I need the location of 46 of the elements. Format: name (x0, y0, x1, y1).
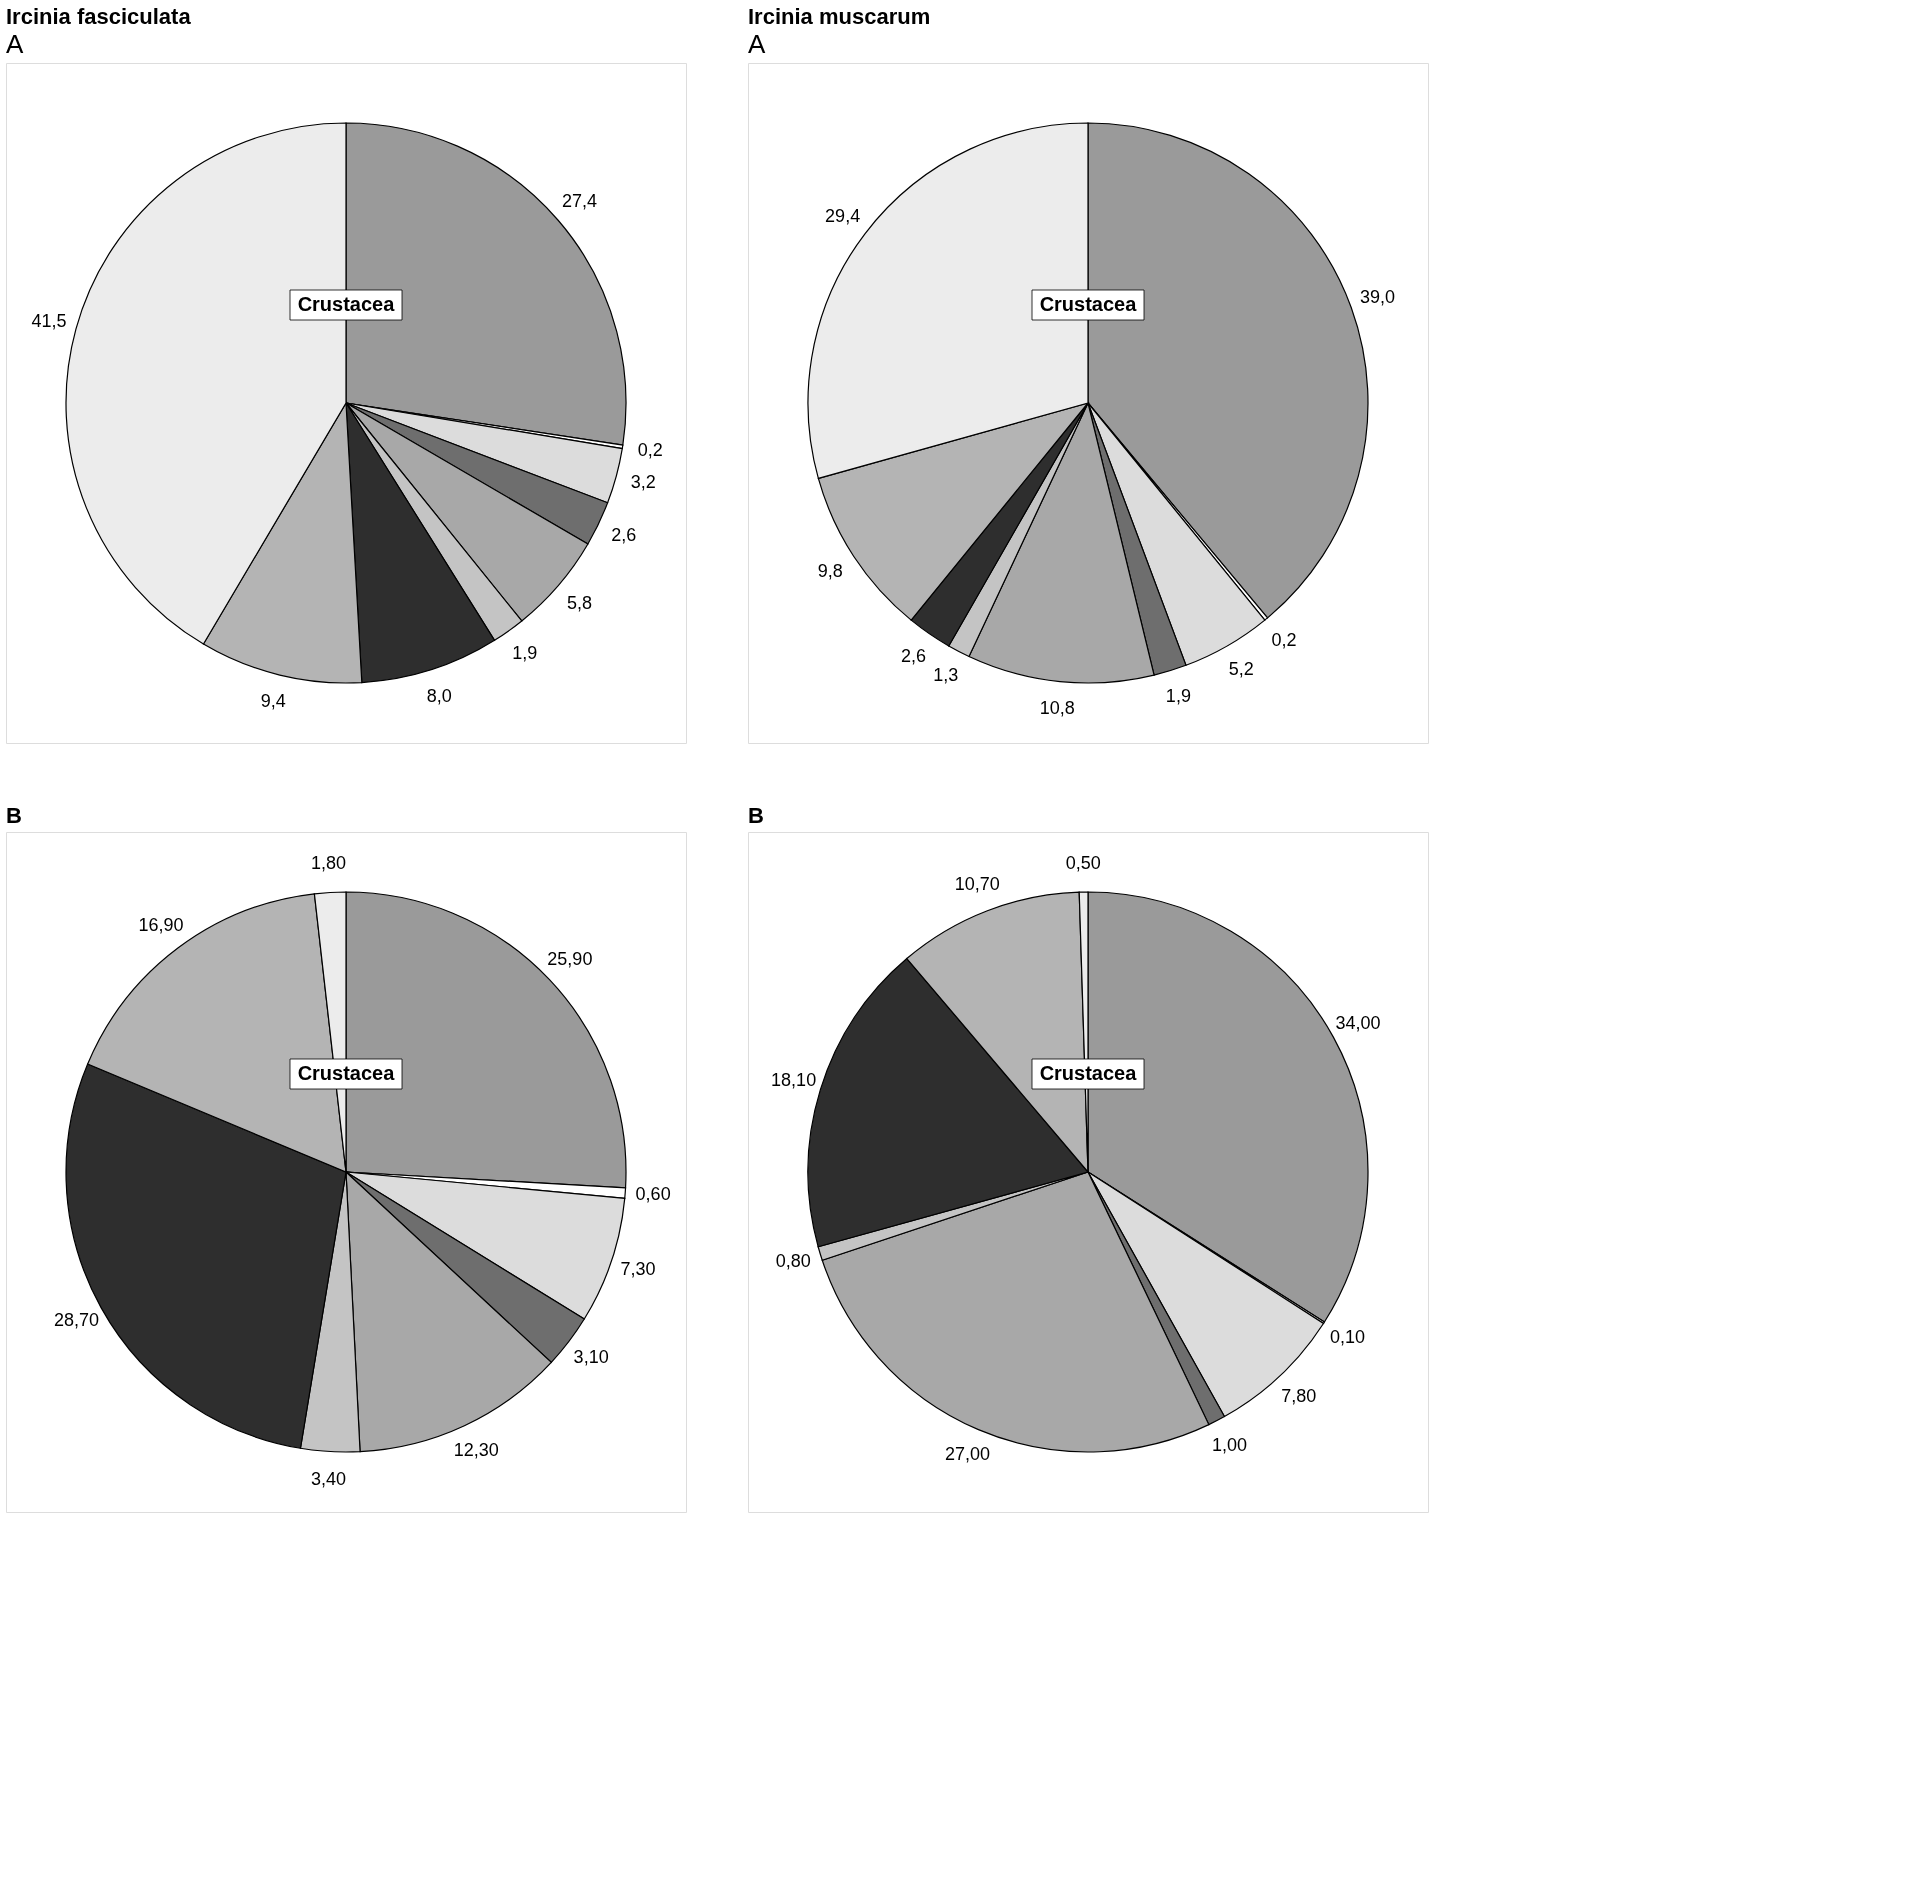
chart-subtitle: A (6, 29, 24, 59)
data-label: 39,0 (1360, 286, 1396, 307)
data-label: 16,90 (138, 914, 184, 935)
data-label: 3,2 (630, 472, 656, 493)
data-label: 9,4 (260, 691, 286, 712)
chart-title: Ircinia muscarum (748, 4, 931, 29)
data-label: 28,70 (54, 1310, 100, 1331)
data-label: 1,9 (1165, 686, 1191, 707)
data-label: 12,30 (453, 1440, 499, 1461)
data-label: 2,6 (901, 645, 927, 666)
data-label: 7,30 (620, 1258, 656, 1279)
data-label: 0,80 (775, 1250, 811, 1271)
chart-title: B (748, 803, 764, 828)
chart-title: Ircinia fasciculata (6, 4, 192, 29)
data-label: 1,9 (512, 642, 538, 663)
text: Crustacea (297, 293, 396, 315)
data-label: 0,50 (1065, 853, 1101, 874)
data-label: 5,2 (1228, 659, 1254, 680)
chart-subtitle: A (748, 29, 766, 59)
data-label: 41,5 (31, 310, 67, 331)
data-label: 3,10 (573, 1347, 609, 1368)
data-label: 27,4 (562, 191, 598, 212)
data-label: 25,90 (547, 949, 593, 970)
data-label: 1,00 (1212, 1434, 1248, 1455)
text: Crustacea (297, 1062, 396, 1084)
data-label: 5,8 (567, 592, 593, 613)
text: Crustacea (1039, 1062, 1138, 1084)
data-label: 2,6 (611, 524, 637, 545)
data-label: 10,70 (954, 873, 1000, 894)
data-label: 1,3 (933, 665, 959, 686)
chart-title: B (6, 803, 22, 828)
data-label: 27,00 (944, 1444, 990, 1465)
data-label: 7,80 (1281, 1385, 1317, 1406)
text: Crustacea (1039, 293, 1138, 315)
data-label: 34,00 (1335, 1012, 1381, 1033)
data-label: 9,8 (817, 560, 843, 581)
data-label: 29,4 (825, 205, 861, 226)
data-label: 1,80 (311, 853, 347, 874)
data-label: 0,2 (1271, 629, 1297, 650)
data-label: 0,10 (1330, 1326, 1366, 1347)
data-label: 18,10 (771, 1070, 817, 1091)
data-label: 0,60 (635, 1184, 671, 1205)
data-label: 8,0 (426, 685, 452, 706)
data-label: 3,40 (311, 1468, 347, 1489)
data-label: 0,2 (637, 440, 663, 461)
data-label: 10,8 (1039, 698, 1075, 719)
